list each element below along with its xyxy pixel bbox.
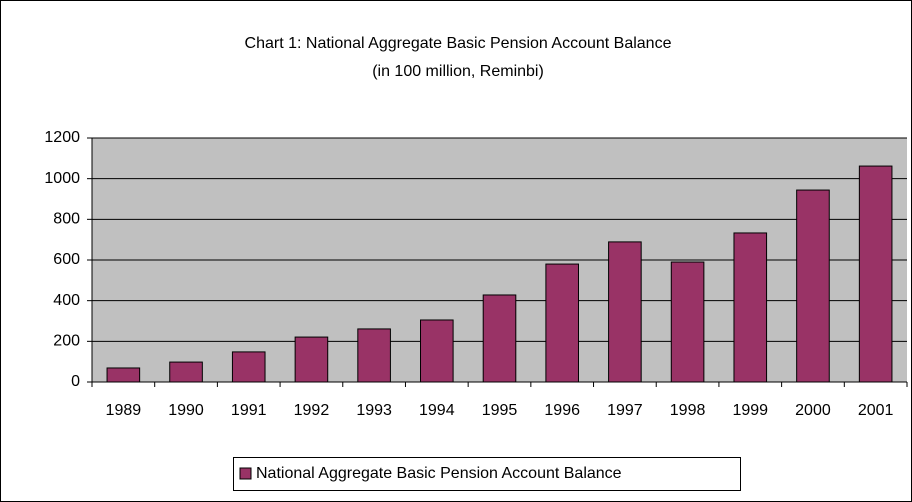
x-tick-label: 1990 — [168, 402, 204, 419]
bar — [420, 319, 454, 383]
bar — [796, 189, 830, 383]
bar — [169, 361, 203, 383]
x-tick-label: 2001 — [858, 402, 894, 419]
bar — [294, 336, 329, 383]
bar — [106, 367, 141, 383]
legend-box — [233, 457, 741, 491]
x-tick-label: 1996 — [544, 402, 580, 419]
bar — [670, 261, 705, 383]
bar — [482, 294, 517, 383]
bar — [733, 232, 768, 383]
y-tick-label: 600 — [53, 251, 80, 268]
x-tick-label: 2000 — [795, 402, 831, 419]
legend-label: National Aggregate Basic Pension Account… — [256, 465, 622, 482]
x-tick-label: 1994 — [419, 402, 455, 419]
y-tick-label: 400 — [53, 292, 80, 309]
x-tick-label: 1998 — [670, 402, 706, 419]
chart-subtitle: (in 100 million, Reminbi) — [372, 63, 544, 80]
y-tick-label: 0 — [71, 373, 80, 390]
y-tick-label: 1200 — [44, 129, 80, 146]
y-tick-label: 800 — [53, 211, 80, 228]
bar — [231, 351, 266, 383]
x-tick-label: 1993 — [356, 402, 392, 419]
y-tick-label: 200 — [53, 333, 80, 350]
bar — [357, 328, 391, 383]
x-tick-label: 1992 — [294, 402, 330, 419]
x-tick-label: 1997 — [607, 402, 643, 419]
bar — [858, 165, 893, 383]
x-tick-label: 1989 — [106, 402, 142, 419]
bar — [608, 241, 642, 383]
y-tick-label: 1000 — [44, 170, 80, 187]
x-tick-label: 1991 — [231, 402, 267, 419]
x-tick-label: 1999 — [732, 402, 768, 419]
bar — [545, 263, 579, 383]
legend-swatch — [239, 467, 252, 480]
x-tick-label: 1995 — [482, 402, 518, 419]
chart-title: Chart 1: National Aggregate Basic Pensio… — [245, 35, 672, 52]
